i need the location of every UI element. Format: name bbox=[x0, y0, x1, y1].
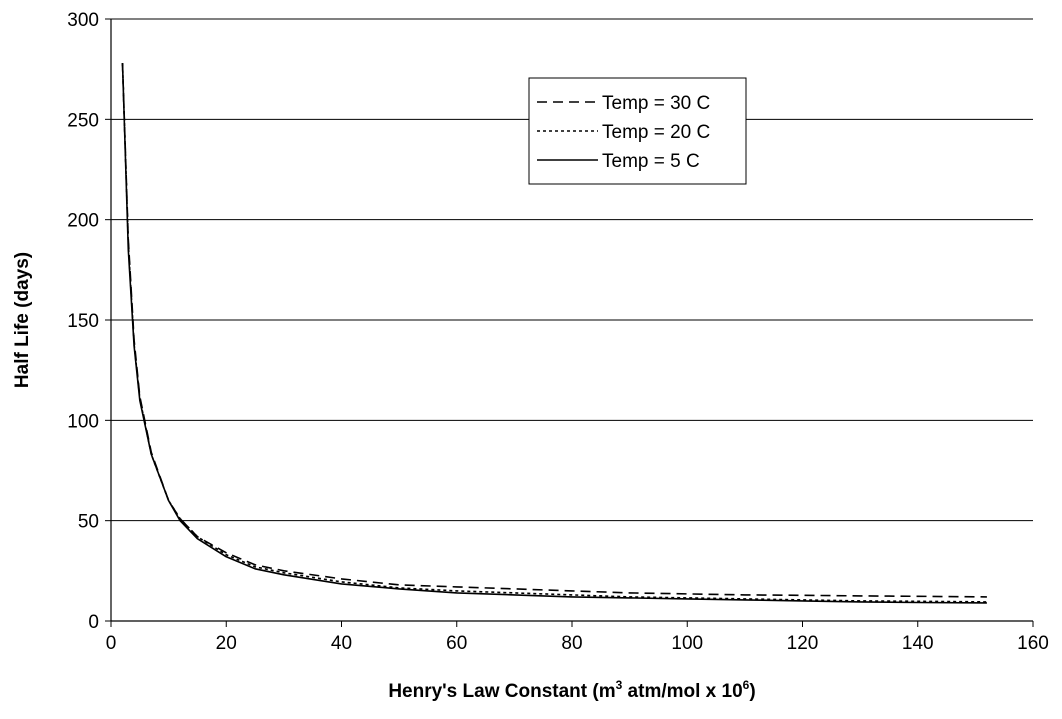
x-tick-label: 80 bbox=[561, 633, 582, 654]
legend-label: Temp = 20 C bbox=[602, 122, 710, 143]
x-tick-label: 120 bbox=[787, 633, 819, 654]
series-lines bbox=[121, 63, 987, 604]
tick-labels: 0 50 100 150 200 250 300 0 20 40 60 80 100 120 140 160 bbox=[67, 10, 1049, 654]
y-tick-label: 0 bbox=[88, 612, 99, 633]
x-tick-label: 20 bbox=[216, 633, 237, 654]
x-tick-label: 100 bbox=[671, 633, 703, 654]
y-tick-label: 250 bbox=[67, 110, 99, 131]
y-tick-label: 300 bbox=[67, 10, 99, 31]
x-axis-title-end: ) bbox=[749, 681, 755, 702]
x-tick-label: 140 bbox=[902, 633, 934, 654]
grid-lines bbox=[111, 18, 1033, 522]
y-tick-label: 200 bbox=[67, 211, 99, 232]
x-tick-label: 40 bbox=[331, 633, 352, 654]
legend-box bbox=[528, 77, 747, 185]
x-axis-title: Henry's Law Constant (m3 atm/mol x 106) bbox=[388, 678, 755, 702]
x-tick-label: 60 bbox=[446, 633, 467, 654]
y-axis-title: Half Life (days) bbox=[12, 252, 33, 388]
y-tick-label: 100 bbox=[67, 411, 99, 432]
legend-label: Temp = 30 C bbox=[602, 93, 710, 114]
axes bbox=[105, 18, 1034, 627]
y-tick-label: 50 bbox=[78, 512, 99, 533]
x-axis-title-main: Henry's Law Constant (m bbox=[388, 681, 615, 702]
x-axis-title-mid: atm/mol x 10 bbox=[622, 681, 742, 702]
x-tick-label: 0 bbox=[106, 633, 117, 654]
x-tick-label: 160 bbox=[1017, 633, 1049, 654]
x-axis-title-sup1: 3 bbox=[616, 678, 623, 692]
y-tick-label: 150 bbox=[67, 311, 99, 332]
x-axis-title-sup2: 6 bbox=[743, 678, 750, 692]
legend-label: Temp = 5 C bbox=[602, 151, 700, 172]
legend: Temp = 30 C Temp = 20 C Temp = 5 C bbox=[528, 77, 747, 185]
series-line-temp-5-c bbox=[121, 63, 987, 604]
